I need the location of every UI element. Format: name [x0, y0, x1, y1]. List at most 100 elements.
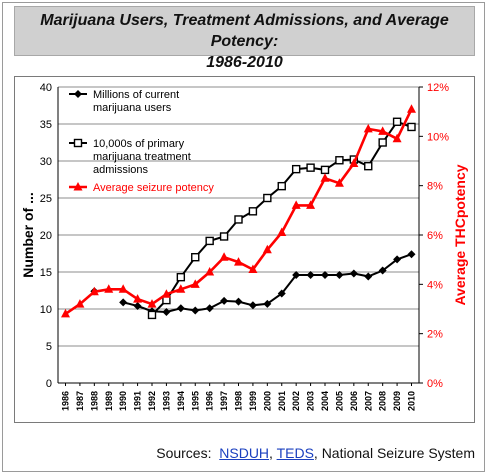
chart-subtitle-years: 1986-2010 — [206, 54, 283, 71]
series-1-point — [277, 289, 286, 298]
series-3-point — [89, 286, 99, 296]
series-3-point — [262, 244, 272, 254]
x-tick-label: 2001 — [277, 391, 287, 411]
teds-link[interactable]: TEDS — [276, 445, 314, 461]
x-tick-label: 1988 — [89, 391, 99, 411]
series-2-point — [277, 181, 286, 191]
y-tick-label: 25 — [40, 193, 52, 205]
y2-tick-label: 0% — [427, 378, 443, 390]
series-2-point — [219, 232, 229, 241]
series-3-point — [320, 173, 330, 182]
series-1-point — [234, 297, 243, 306]
series-3-point — [291, 200, 301, 209]
chart-svg: 0 5 10 15 20 25 30 35 40 0% 2% 4% 6% 8% 10% 12% 1986 1987… — [20, 82, 468, 411]
series-1-point — [119, 298, 128, 307]
legend-label: 10,000s of primary marijuana treatment adm… — [93, 138, 191, 176]
x-tick-label: 2005 — [334, 391, 344, 411]
series-2-point — [263, 193, 272, 203]
series-1-point — [407, 250, 416, 259]
x-tick-label: 2007 — [363, 391, 373, 411]
x-tick-label: 2009 — [392, 391, 402, 411]
legend-label-line: marijuana users — [93, 102, 172, 114]
y-tick-label: 30 — [40, 156, 52, 168]
nsduh-link[interactable]: NSDUH — [219, 445, 270, 461]
series-1-point — [292, 270, 301, 279]
x-tick-label: 1995 — [190, 391, 200, 411]
series-2-point — [407, 122, 416, 132]
y2-axis-title: Average THCpotency — [452, 164, 468, 305]
y-axis-title: Number of ... — [20, 192, 36, 278]
series-1-point — [133, 302, 142, 311]
legend-swatch-marker — [74, 90, 82, 98]
x-tick-label: 1994 — [176, 391, 186, 411]
x-tick-label: 1990 — [118, 391, 128, 411]
sources-separator: , — [269, 445, 273, 461]
series-1-point — [248, 301, 257, 310]
series-3-point — [407, 104, 416, 113]
x-tick-label: 2004 — [320, 391, 330, 411]
y2-tick-label: 4% — [427, 279, 443, 291]
series-1-point — [191, 306, 200, 315]
series-2-point — [320, 165, 330, 175]
legend-label-line: Millions of current — [93, 89, 179, 101]
sources-label: Sources: — [156, 445, 212, 461]
series-2-point — [306, 163, 315, 172]
series-3-point — [176, 284, 186, 293]
series-3-point — [75, 299, 85, 308]
series-2-point — [248, 207, 258, 216]
legend-swatch-marker — [73, 182, 83, 191]
series-1-point — [349, 269, 358, 278]
chart-title: Marijuana Users, Treatment Admissions, a… — [40, 12, 449, 50]
legend-label-line: 10,000s of primary — [93, 138, 185, 150]
title-banner: Marijuana Users, Treatment Admissions, a… — [14, 6, 475, 71]
y-tick-label: 5 — [46, 341, 52, 353]
y2-tick-label: 12% — [427, 82, 449, 94]
x-tick-label: 2000 — [262, 391, 272, 411]
series-2-point — [378, 138, 387, 147]
series-2-point — [191, 252, 200, 262]
series-3-point — [349, 158, 359, 167]
y-tick-label: 10 — [40, 304, 52, 316]
x-tick-label: 1997 — [219, 391, 229, 411]
x-tick-label: 1986 — [61, 391, 71, 411]
series-3-point — [118, 284, 128, 293]
x-tick-label: 1993 — [161, 391, 171, 411]
x-tick-label: 1998 — [234, 391, 244, 411]
x-tick-label: 1991 — [133, 391, 143, 411]
y-tick-label: 40 — [40, 82, 52, 94]
legend-label-line: Average seizure potency — [93, 182, 214, 194]
y2-tick-label: 2% — [427, 329, 443, 341]
legend-label: Average seizure potency — [93, 182, 214, 194]
x-tick-label: 1996 — [205, 391, 215, 411]
series-3-point — [306, 200, 316, 209]
series-2-point — [335, 156, 344, 165]
series-1-point — [220, 296, 229, 305]
series-2-point — [147, 310, 157, 320]
series-3-point — [161, 289, 171, 298]
series-3-point — [219, 252, 229, 261]
y-tick-label: 15 — [40, 267, 52, 279]
y2-tick-label: 10% — [427, 131, 449, 143]
series-3-point — [104, 284, 114, 293]
series-1-point — [162, 307, 171, 316]
series-1-point — [364, 272, 373, 281]
y2-tick-label: 6% — [427, 230, 443, 242]
series-3-point — [277, 227, 287, 237]
x-tick-label: 1989 — [104, 391, 114, 411]
series-1-point — [176, 304, 185, 313]
y2-tick-label: 8% — [427, 181, 443, 193]
x-tick-label: 1999 — [248, 391, 258, 411]
legend-label-line: admissions — [93, 164, 149, 176]
sources-line: Sources: NSDUH, TEDS, National Seizure S… — [156, 445, 475, 461]
legend-label: Millions of current marijuana users — [93, 89, 179, 114]
legend-label-line: marijuana treatment — [93, 151, 191, 163]
series-1-point — [263, 299, 272, 308]
series-1-point — [205, 304, 214, 313]
series-2-point — [234, 215, 243, 224]
y-tick-label: 35 — [40, 119, 52, 131]
series-2-point — [364, 161, 373, 171]
y-tick-label: 0 — [46, 378, 52, 390]
series-3-point — [61, 308, 70, 318]
series-3-point — [205, 267, 215, 276]
series-3-point — [363, 123, 373, 133]
